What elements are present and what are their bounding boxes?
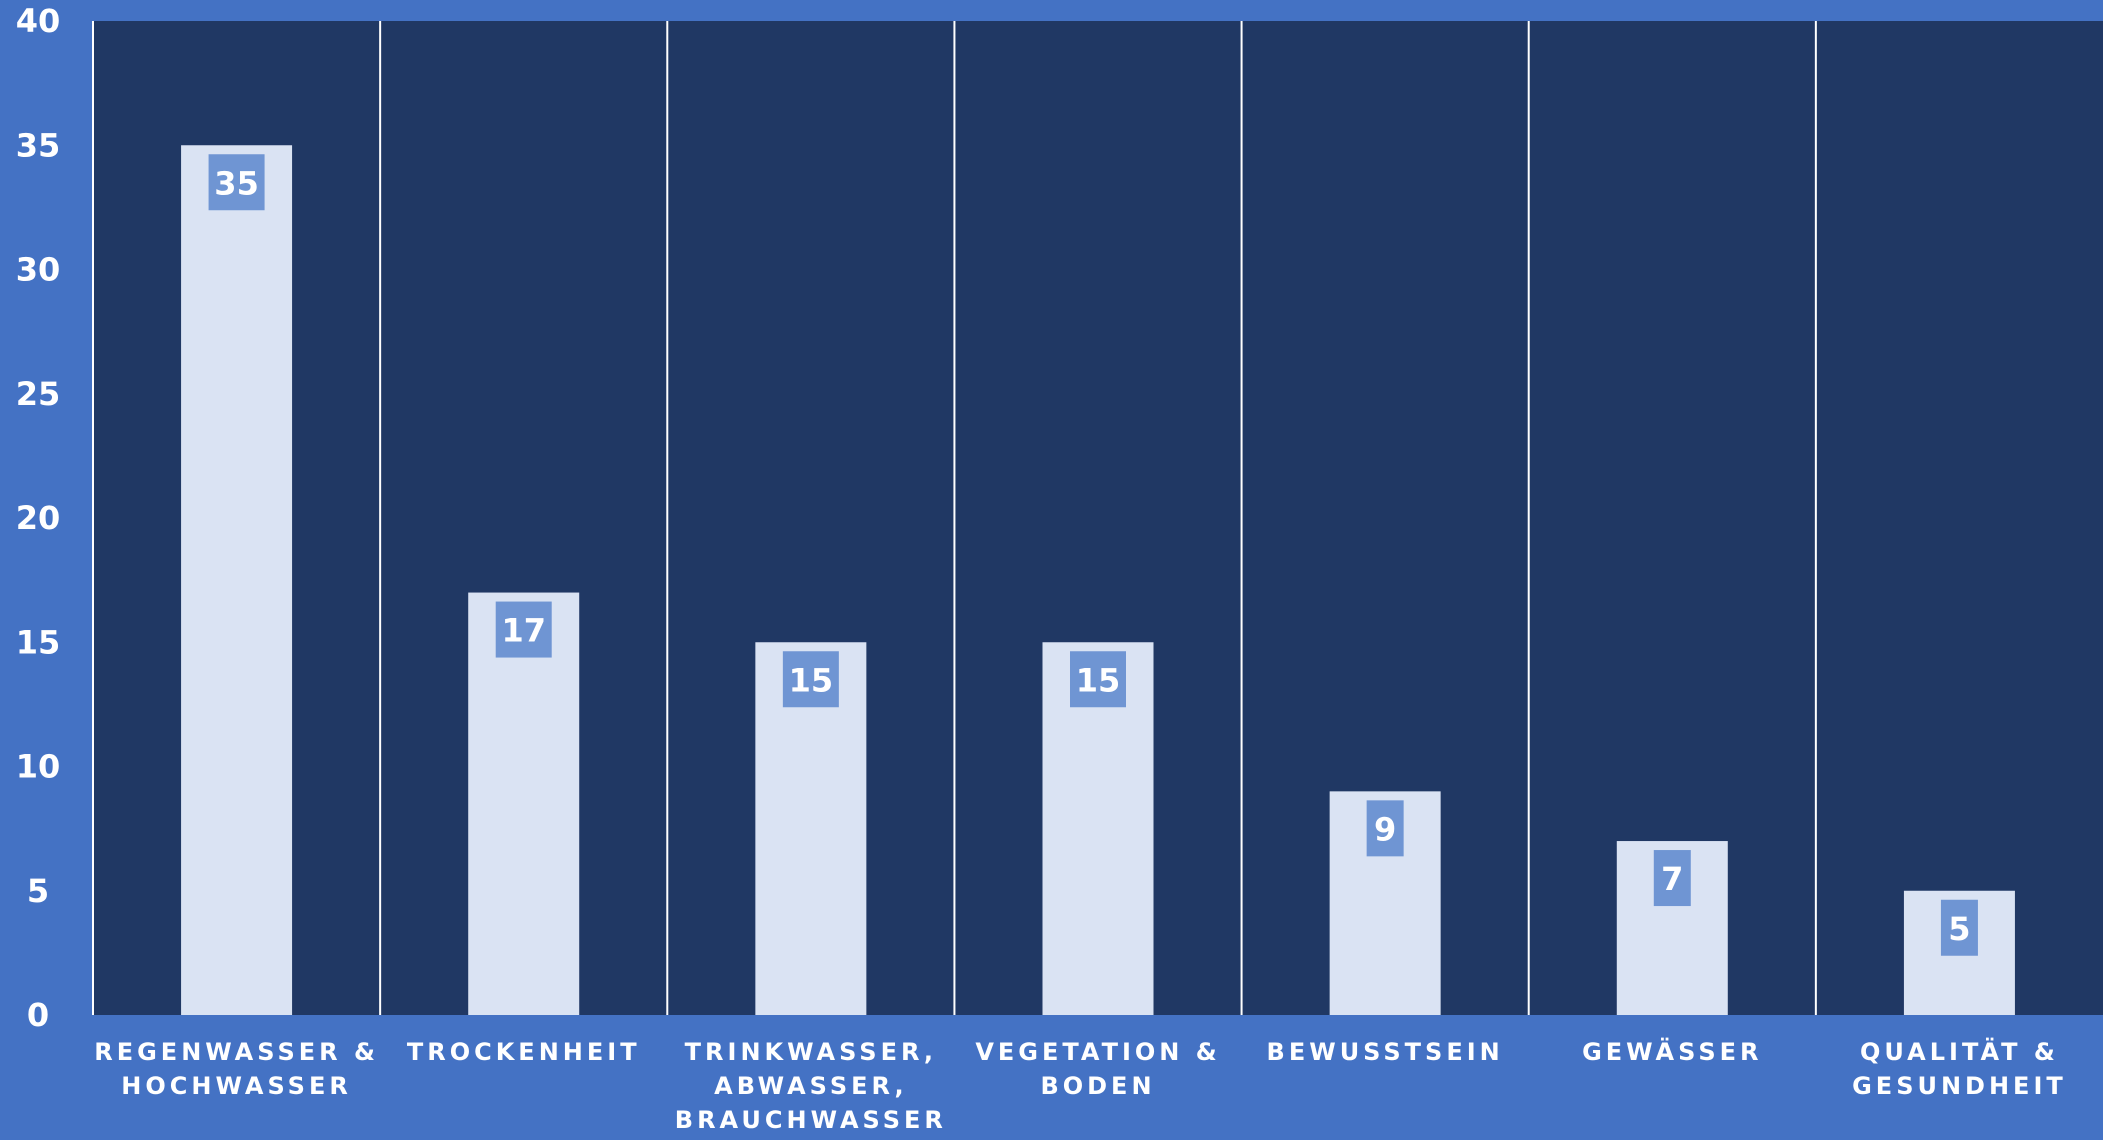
- data-label: 9: [1374, 810, 1396, 848]
- category-dividers: [92, 21, 1817, 1015]
- y-tick-label: 40: [16, 2, 61, 40]
- data-label-box: [1070, 651, 1126, 708]
- y-tick-label: 25: [16, 375, 61, 413]
- x-axis: REGENWASSER & HOCHWASSER TROCKENHEIT TRINKW…: [94, 1037, 2067, 1134]
- bars: [181, 145, 2015, 1015]
- data-label: 7: [1661, 860, 1683, 898]
- data-label-box: [208, 154, 265, 211]
- data-label-box: [495, 601, 552, 658]
- data-label: 15: [789, 661, 834, 699]
- y-axis: 0 5 10 15 20 25 30 35 40: [16, 2, 61, 1034]
- data-label: 17: [501, 612, 546, 650]
- x-tick-label: VEGETATION & BODEN: [975, 1038, 1220, 1100]
- data-label-box: [1653, 850, 1691, 907]
- y-tick-label: 5: [27, 872, 49, 910]
- data-label-box: [1366, 800, 1404, 857]
- x-tick-label: GEWÄSSER: [1582, 1037, 1762, 1066]
- x-tick-label: REGENWASSER & HOCHWASSER: [94, 1038, 379, 1100]
- data-label: 5: [1948, 910, 1970, 948]
- x-tick-label: BEWUSSTSEIN: [1267, 1038, 1504, 1066]
- data-label-box: [782, 651, 839, 708]
- y-tick-label: 10: [16, 748, 61, 786]
- y-tick-label: 30: [16, 251, 61, 289]
- data-label-box: [1940, 899, 1978, 956]
- y-tick-label: 20: [16, 499, 61, 537]
- bar: [468, 592, 580, 1015]
- y-tick-label: 15: [16, 623, 61, 661]
- bar: [181, 145, 293, 1015]
- data-label: 15: [1076, 661, 1121, 699]
- data-label: 35: [214, 164, 259, 202]
- data-labels: 35 17 15 15 9 7 5: [208, 154, 1978, 956]
- x-tick-label: TROCKENHEIT: [407, 1038, 641, 1066]
- y-tick-label: 0: [27, 996, 49, 1034]
- x-tick-label: TRINKWASSER, ABWASSER, BRAUCHWASSER: [675, 1038, 947, 1134]
- x-tick-label: QUALITÄT & GESUNDHEIT: [1852, 1037, 2067, 1100]
- y-tick-label: 35: [16, 126, 61, 164]
